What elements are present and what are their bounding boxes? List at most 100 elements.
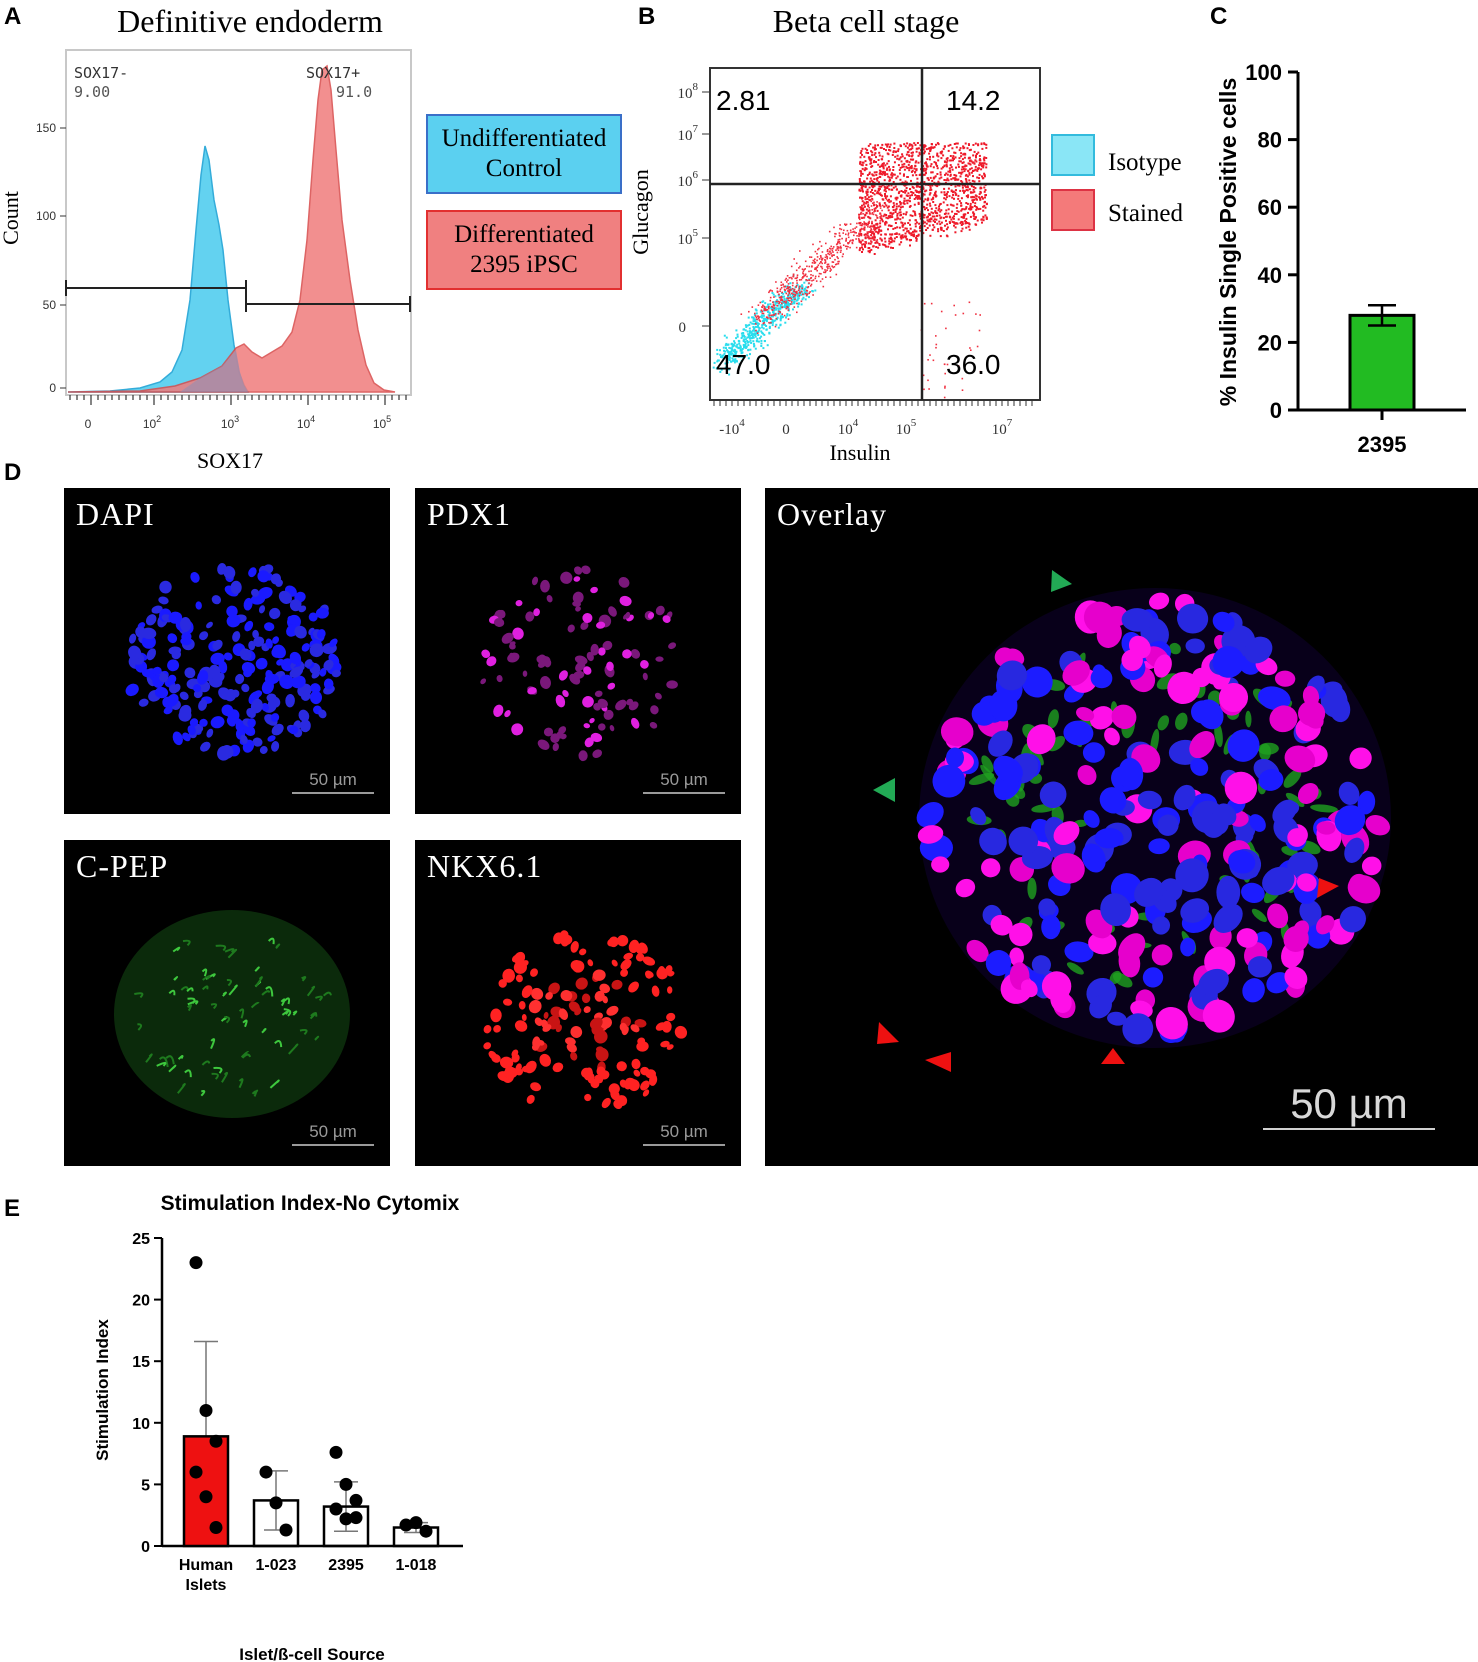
stained-event [909, 194, 912, 197]
c-pep-signal-stroke [288, 1043, 299, 1055]
nucleus [318, 709, 327, 719]
c-pep-overlay-signal [1169, 642, 1181, 655]
nucleus [146, 648, 157, 661]
stained-event [907, 151, 910, 154]
stained-event [905, 160, 908, 163]
nucleus [666, 1012, 676, 1022]
stained-event [885, 221, 888, 224]
stained-event [873, 153, 876, 156]
isotype-event [768, 331, 771, 334]
stained-event [879, 146, 882, 149]
stained-event [878, 202, 881, 205]
nucleus [171, 649, 182, 660]
stained-event [923, 214, 926, 216]
stained-event [877, 226, 880, 229]
nkx6-1-scale-text: 50 µm [660, 1122, 708, 1141]
stained-event [933, 226, 936, 229]
isotype-event [741, 335, 744, 338]
stained-event [966, 175, 969, 178]
stained-event [939, 235, 942, 238]
c-pep-signal-stroke [241, 1053, 252, 1059]
stained-event [802, 273, 805, 275]
stained-event [946, 204, 949, 207]
stained-event [937, 209, 940, 212]
stained-event [899, 156, 902, 159]
c-pep-signal-stroke [283, 997, 291, 1005]
stained-event [971, 199, 974, 202]
stained-event [802, 293, 804, 296]
x-tick-label-0: 0 [85, 417, 92, 431]
stained-event [973, 196, 976, 199]
stained-event [953, 151, 956, 154]
nucleus [570, 959, 582, 971]
e-y-tick-label: 15 [132, 1354, 150, 1371]
stained-event [953, 221, 956, 224]
nucleus [552, 1062, 564, 1073]
pdx1-positive-nucleus [966, 939, 989, 963]
stained-event [929, 234, 932, 237]
isotype-event [782, 301, 785, 304]
stained-event [868, 186, 871, 189]
stained-event [862, 203, 865, 206]
stained-event [772, 314, 775, 316]
nucleus [611, 959, 618, 967]
isotype-event [752, 340, 755, 343]
c-pep-signal-stroke [299, 1028, 308, 1036]
nucleus [480, 678, 487, 685]
stained-event [875, 204, 878, 206]
stained-event [884, 244, 887, 247]
e-data-point [329, 1445, 343, 1459]
stained-event [982, 219, 985, 222]
stained-event [895, 198, 898, 201]
stained-event [968, 156, 971, 159]
c-pep-background-halo [114, 910, 350, 1118]
stained-event [873, 210, 875, 213]
nucleus [128, 645, 142, 660]
stained-event [886, 217, 889, 220]
panel-a-x-tick-labels: 0 102 103 104 105 [85, 414, 392, 431]
stained-event [895, 236, 898, 238]
dapi-nucleus [1039, 781, 1067, 809]
stained-event [946, 363, 949, 366]
stained-event [891, 174, 894, 177]
nucleus [172, 731, 183, 746]
stained-event [878, 230, 881, 233]
pdx1-positive-nucleus [1191, 667, 1212, 688]
b-x-base-neg4: -10 [719, 422, 739, 438]
nucleus [620, 968, 629, 977]
stained-event [982, 157, 985, 160]
pdx1-nuclei [480, 565, 678, 762]
dapi-nucleus [946, 747, 964, 768]
dapi-nucleus [1228, 850, 1256, 874]
stained-event [898, 226, 901, 229]
dapi-nucleus [1262, 866, 1295, 896]
stained-event [979, 198, 982, 201]
stained-event [783, 314, 786, 317]
nucleus [584, 1093, 592, 1102]
stained-event [844, 223, 846, 225]
stained-event [969, 202, 972, 205]
stained-event [948, 220, 951, 223]
stained-event [888, 148, 890, 151]
c-pep-overlay-signal [1066, 962, 1084, 975]
stained-event [965, 206, 968, 209]
nucleus [580, 621, 589, 630]
stained-event [850, 231, 852, 234]
stained-event [894, 185, 897, 188]
isotype-event [772, 320, 775, 323]
stained-event [824, 269, 826, 271]
isotype-event [725, 347, 727, 350]
stained-event [968, 301, 971, 304]
legend-diff-line1: Differentiated [454, 221, 594, 248]
isotype-event [776, 316, 779, 319]
stained-event [867, 144, 870, 147]
stained-event [792, 282, 794, 284]
c-pep-signal [114, 910, 350, 1118]
stained-event [871, 209, 873, 211]
stained-event [796, 276, 799, 278]
b-y-base-6: 10 [678, 174, 693, 190]
stained-event [962, 216, 965, 219]
stained-event [951, 168, 954, 171]
stained-event [875, 230, 878, 233]
stained-event [941, 150, 944, 153]
